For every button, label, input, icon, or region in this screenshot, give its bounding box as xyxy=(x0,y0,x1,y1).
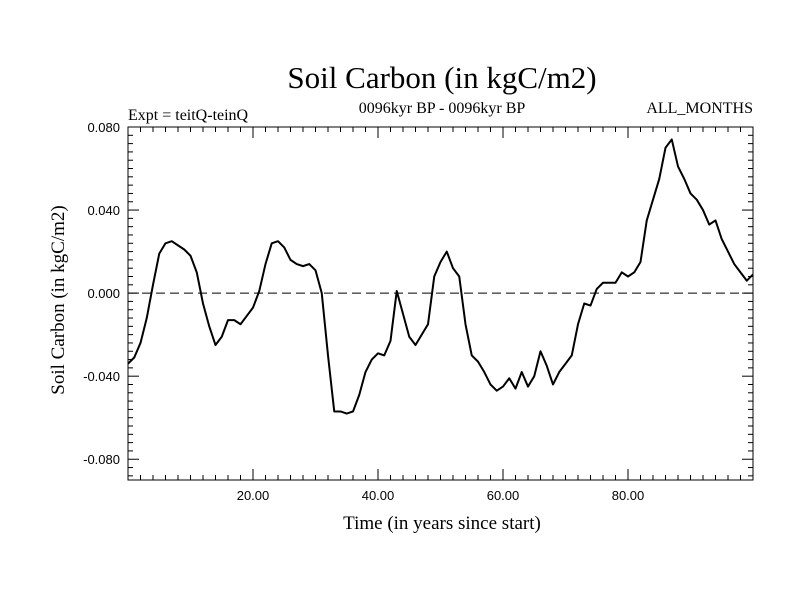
plot-frame xyxy=(127,126,754,481)
x-tick-label: 40.00 xyxy=(362,488,395,503)
y-tick-label: 0.000 xyxy=(87,286,120,301)
chart-title: Soil Carbon (in kgC/m2) xyxy=(287,60,596,95)
tick-labels: 20.00 40.00 60.00 80.00 0.080 0.040 0.000 -0.04… xyxy=(83,120,644,503)
x-axis-label: Time (in years since start) xyxy=(343,513,541,534)
x-tick-label: 60.00 xyxy=(487,488,520,503)
y-tick-label: 0.080 xyxy=(87,120,120,135)
axis-ticks xyxy=(128,127,753,480)
experiment-label: Expt = teitQ-teinQ xyxy=(128,107,249,124)
y-tick-label: 0.040 xyxy=(87,203,120,218)
y-tick-label: -0.040 xyxy=(83,369,120,384)
months-label: ALL_MONTHS xyxy=(646,100,753,117)
period-label: 0096kyr BP - 0096kyr BP xyxy=(359,100,526,117)
y-tick-label: -0.080 xyxy=(83,452,120,467)
x-tick-label: 80.00 xyxy=(612,488,645,503)
x-tick-label: 20.00 xyxy=(237,488,270,503)
y-axis-label: Soil Carbon (in kgC/m2) xyxy=(48,205,69,394)
soil-carbon-series-line xyxy=(127,138,754,415)
